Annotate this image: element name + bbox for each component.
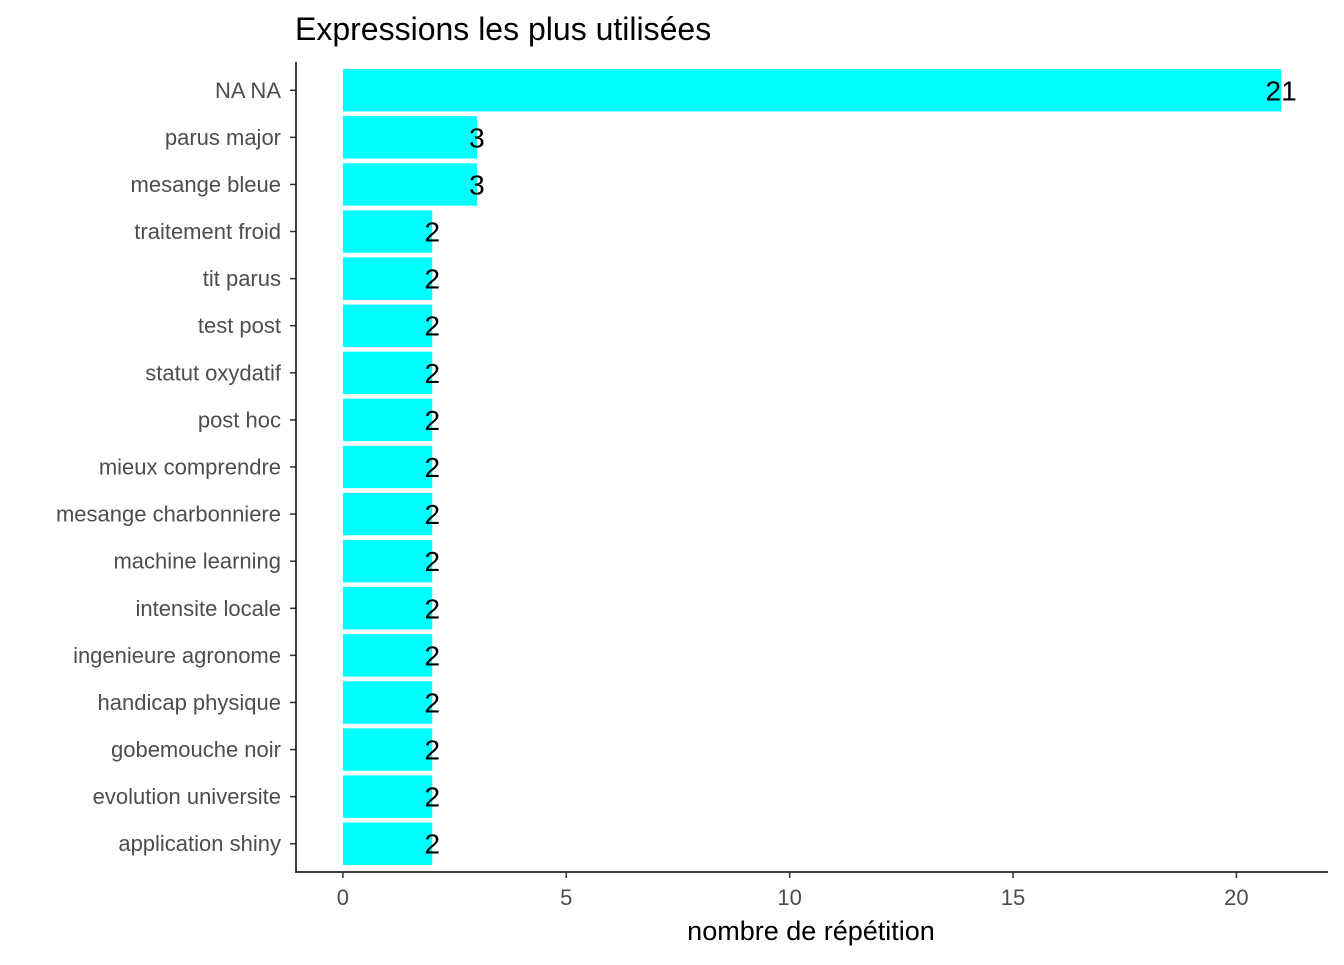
x-tick-label: 15 [1001,885,1025,910]
category-label: NA NA [215,78,281,103]
data-label: 2 [424,735,440,766]
category-label: intensite locale [135,596,281,621]
bar [342,492,433,536]
x-axis-title: nombre de répétition [687,916,935,946]
bar [342,539,433,583]
bar [342,681,433,724]
x-tick-label: 5 [560,885,572,910]
category-label: mesange charbonniere [56,502,281,527]
category-label: traitement froid [134,219,281,244]
x-tick-label: 20 [1224,885,1248,910]
bar [342,69,1282,112]
data-label: 2 [424,264,440,295]
data-label: 2 [424,311,440,342]
data-label: 2 [424,358,440,389]
category-label: ingenieure agronome [73,643,281,668]
bar [342,445,433,489]
data-label: 2 [424,405,440,436]
bar [342,822,433,865]
x-axis: 0 5 10 15 20 [295,871,1328,910]
category-labels-layer: NA NA parus major mesange bleue traitement … [56,78,282,856]
bar [342,163,477,206]
bar [342,728,433,771]
category-label: mieux comprendre [99,455,281,480]
data-label: 2 [424,687,440,718]
category-label: statut oxydatif [145,360,282,385]
data-label: 3 [469,122,485,153]
category-label: parus major [165,125,281,150]
bar [342,116,477,159]
category-label: test post [198,313,281,338]
category-label: handicap physique [98,690,281,715]
data-label: 2 [424,546,440,577]
data-label: 2 [424,593,440,624]
x-tick-label: 0 [337,885,349,910]
data-label: 2 [424,640,440,671]
bar [342,398,433,442]
data-label: 2 [424,452,440,483]
category-label: machine learning [113,549,281,574]
category-label: evolution universite [93,784,281,809]
data-label: 2 [424,782,440,813]
bar [342,304,433,347]
bar [342,257,433,300]
bar [342,351,433,395]
chart-title: Expressions les plus utilisées [295,11,711,47]
bars-layer [342,69,1282,865]
bar [342,775,433,818]
data-label: 3 [469,169,485,200]
bar [342,210,433,253]
category-label: mesange bleue [131,172,281,197]
category-label: application shiny [118,831,281,856]
data-label: 2 [424,829,440,860]
data-label: 21 [1266,75,1297,106]
x-tick-label: 10 [777,885,801,910]
y-axis [290,62,297,873]
data-label: 2 [424,217,440,248]
bar [342,634,433,677]
category-label: tit parus [203,266,281,291]
data-label: 2 [424,499,440,530]
category-label: gobemouche noir [111,737,281,762]
category-label: post hoc [198,407,281,432]
bar [342,587,433,630]
